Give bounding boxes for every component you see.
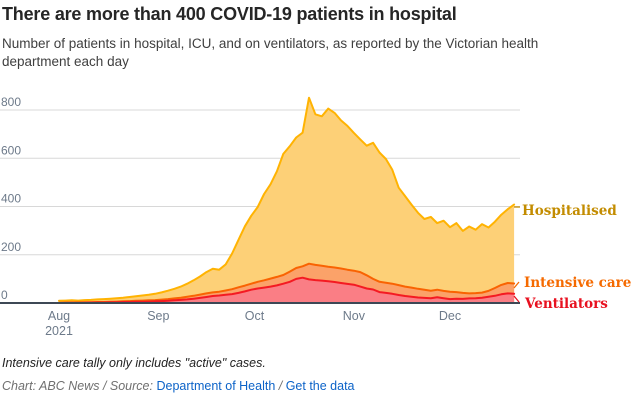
series-label-intensive-care: Intensive care <box>524 275 631 291</box>
series-area-ventilators <box>59 277 515 303</box>
chart-subtitle: Number of patients in hospital, ICU, and… <box>2 36 539 69</box>
chart-title: There are more than 400 COVID-19 patient… <box>2 4 457 24</box>
series-line-hospitalised <box>58 96 516 302</box>
credits-prefix: Chart: ABC News / Source: <box>2 379 153 393</box>
y-tick-label-0: 0 <box>1 288 8 302</box>
x-tick-label-nov: Nov <box>343 309 366 323</box>
y-tick-label-200: 200 <box>1 240 21 254</box>
series-label-leader-intensive-care <box>513 281 520 289</box>
x-tick-label-aug: Aug <box>48 309 70 323</box>
y-tick-label-400: 400 <box>1 192 21 206</box>
series-area-hospitalised <box>59 97 515 303</box>
series-label-ventilators: Ventilators <box>524 296 608 312</box>
x-tick-label-sep: Sep <box>147 309 169 323</box>
chart-note: Intensive care tally only includes "acti… <box>2 356 266 370</box>
source-link[interactable]: Department of Health <box>156 379 276 393</box>
credits-separator: / <box>275 379 286 393</box>
x-tick-label-dec: Dec <box>439 309 461 323</box>
x-tick-year-label: 2021 <box>45 324 73 338</box>
series-line-ventilators <box>58 276 516 304</box>
y-tick-label-800: 800 <box>1 95 21 109</box>
y-tick-label-600: 600 <box>1 143 21 157</box>
x-tick-label-oct: Oct <box>245 309 265 323</box>
series-label-leader-ventilators <box>513 295 520 303</box>
get-the-data-link[interactable]: Get the data <box>285 379 355 393</box>
chart-credits: Chart: ABC News / Source: Department of … <box>2 379 355 393</box>
series-label-hospitalised: Hospitalised <box>522 203 617 219</box>
